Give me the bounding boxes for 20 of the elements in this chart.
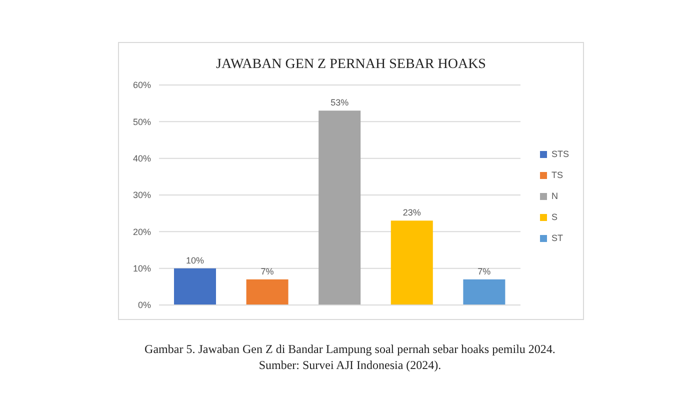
legend-label: ST [551, 232, 563, 244]
data-label: 53% [330, 98, 349, 108]
y-tick-label: 60% [132, 80, 151, 90]
y-tick-label: 10% [132, 264, 151, 274]
data-label: 10% [186, 255, 204, 266]
data-label: 23% [402, 208, 421, 218]
legend-label: N [551, 190, 558, 202]
y-tick-label: 40% [132, 154, 151, 164]
text: Gambar 5. Jawaban Gen Z di Bandar Lampung soal pernah sebar hoaks pemilu 2024. [144, 342, 556, 357]
data-label: 7% [478, 266, 491, 276]
data-label: 7% [260, 266, 274, 276]
legend-label: S [551, 210, 558, 224]
chart-title: JAWABAN GEN Z PERNAH SEBAR HOAKS [215, 57, 487, 73]
legend-label: STS [551, 148, 569, 160]
legend-label: TS [551, 168, 563, 182]
text: Sumber: Survei AJI Indonesia (2024). [258, 358, 442, 373]
y-tick-label: 50% [132, 116, 151, 127]
y-tick-label: 0% [138, 300, 151, 310]
y-tick-label: 20% [132, 226, 151, 237]
y-tick-label: 30% [132, 190, 151, 200]
